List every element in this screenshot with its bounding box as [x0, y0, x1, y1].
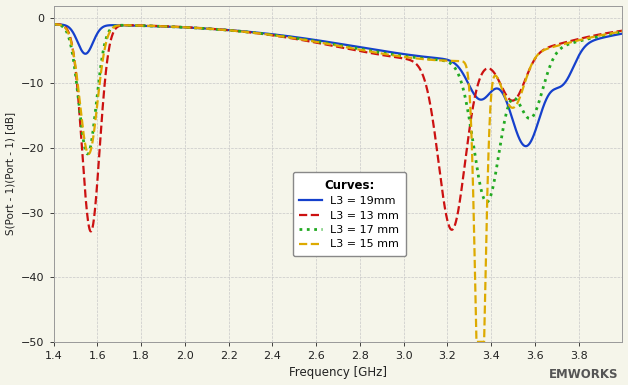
L3 = 17 mm: [267, 32, 274, 37]
L3 = 19mm: [420, 54, 427, 59]
L3 = 17 mm: [420, 56, 427, 61]
L3 = 19mm: [50, 22, 57, 27]
Legend: L3 = 19mm, L3 = 13 mm, L3 = 17 mm, L3 = 15 mm: L3 = 19mm, L3 = 13 mm, L3 = 17 mm, L3 = …: [293, 172, 406, 256]
L3 = 17 mm: [50, 22, 57, 27]
L3 = 17 mm: [517, 105, 525, 110]
L3 = 15 mm: [474, 340, 482, 344]
L3 = 19mm: [522, 144, 529, 149]
L3 = 15 mm: [420, 57, 427, 62]
L3 = 13 mm: [153, 23, 161, 28]
L3 = 13 mm: [50, 22, 57, 27]
L3 = 19mm: [619, 31, 626, 36]
L3 = 15 mm: [517, 91, 525, 95]
Text: EMWORKS: EMWORKS: [549, 368, 619, 381]
L3 = 17 mm: [153, 24, 161, 28]
L3 = 13 mm: [517, 87, 525, 91]
L3 = 13 mm: [391, 55, 399, 59]
L3 = 19mm: [391, 50, 399, 55]
Line: L3 = 19mm: L3 = 19mm: [53, 24, 622, 146]
L3 = 15 mm: [391, 53, 399, 58]
L3 = 13 mm: [474, 81, 482, 86]
L3 = 13 mm: [619, 28, 626, 33]
Y-axis label: S(Port - 1)(Port - 1) [dB]: S(Port - 1)(Port - 1) [dB]: [6, 112, 16, 235]
Line: L3 = 13 mm: L3 = 13 mm: [53, 24, 622, 231]
L3 = 13 mm: [87, 229, 95, 234]
L3 = 15 mm: [50, 22, 57, 27]
L3 = 19mm: [517, 140, 525, 145]
Line: L3 = 15 mm: L3 = 15 mm: [53, 24, 622, 342]
L3 = 13 mm: [420, 75, 428, 80]
X-axis label: Frequency [GHz]: Frequency [GHz]: [289, 367, 387, 380]
L3 = 19mm: [474, 96, 482, 101]
Line: L3 = 17 mm: L3 = 17 mm: [53, 24, 622, 202]
L3 = 15 mm: [619, 29, 626, 34]
L3 = 19mm: [267, 32, 274, 37]
L3 = 15 mm: [153, 24, 161, 28]
L3 = 13 mm: [268, 33, 275, 37]
L3 = 17 mm: [391, 52, 399, 57]
L3 = 15 mm: [267, 33, 274, 37]
L3 = 17 mm: [483, 200, 490, 204]
L3 = 15 mm: [473, 340, 480, 344]
L3 = 19mm: [153, 24, 161, 28]
L3 = 17 mm: [474, 172, 482, 176]
L3 = 17 mm: [619, 30, 626, 34]
